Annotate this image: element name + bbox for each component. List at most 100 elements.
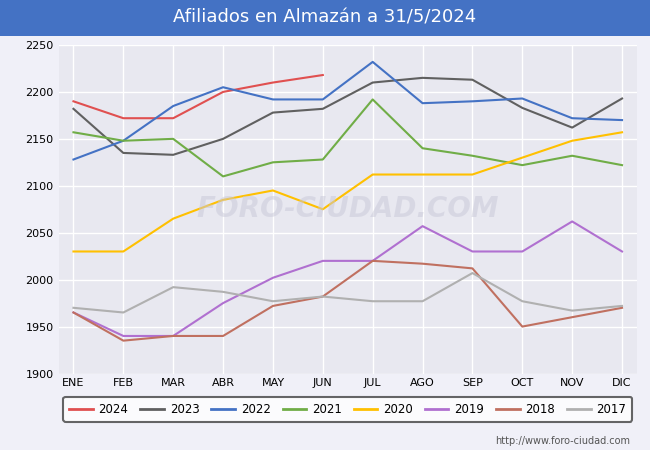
2022 [219, 85, 227, 90]
2022 [120, 138, 127, 144]
2019 [319, 258, 327, 264]
2019 [568, 219, 576, 224]
Line: 2024: 2024 [73, 75, 323, 118]
2018 [469, 266, 476, 271]
2020 [568, 138, 576, 144]
2019 [269, 275, 277, 280]
2021 [219, 174, 227, 179]
2024 [70, 99, 77, 104]
2024 [120, 116, 127, 121]
2021 [120, 138, 127, 144]
2022 [269, 97, 277, 102]
2018 [70, 310, 77, 315]
2018 [120, 338, 127, 343]
2017 [70, 305, 77, 310]
2021 [319, 157, 327, 162]
2023 [369, 80, 376, 85]
2020 [120, 249, 127, 254]
2017 [519, 298, 526, 304]
2022 [568, 116, 576, 121]
2023 [568, 125, 576, 130]
2022 [319, 97, 327, 102]
Line: 2017: 2017 [73, 273, 622, 312]
2022 [519, 96, 526, 101]
2023 [269, 110, 277, 115]
2017 [469, 270, 476, 276]
2017 [618, 303, 626, 309]
2020 [169, 216, 177, 221]
2021 [419, 145, 426, 151]
2019 [419, 224, 426, 229]
2017 [269, 298, 277, 304]
2023 [618, 96, 626, 101]
2019 [469, 249, 476, 254]
Line: 2023: 2023 [73, 78, 622, 155]
Line: 2022: 2022 [73, 62, 622, 159]
Text: FORO-CIUDAD.COM: FORO-CIUDAD.COM [196, 195, 499, 223]
2020 [519, 155, 526, 160]
2019 [169, 333, 177, 339]
2021 [519, 162, 526, 168]
2023 [70, 106, 77, 112]
2023 [169, 152, 177, 158]
2022 [169, 104, 177, 109]
2023 [120, 150, 127, 156]
2024 [319, 72, 327, 78]
2021 [568, 153, 576, 158]
2017 [169, 284, 177, 290]
2018 [618, 305, 626, 310]
Text: http://www.foro-ciudad.com: http://www.foro-ciudad.com [495, 436, 630, 446]
Line: 2020: 2020 [73, 132, 622, 252]
2020 [419, 172, 426, 177]
2022 [419, 100, 426, 106]
2017 [568, 308, 576, 313]
2020 [369, 172, 376, 177]
2020 [219, 197, 227, 202]
2018 [419, 261, 426, 266]
Text: Afiliados en Almazán a 31/5/2024: Afiliados en Almazán a 31/5/2024 [174, 9, 476, 27]
2017 [219, 289, 227, 295]
2019 [219, 301, 227, 306]
2020 [70, 249, 77, 254]
2018 [269, 303, 277, 309]
Legend: 2024, 2023, 2022, 2021, 2020, 2019, 2018, 2017: 2024, 2023, 2022, 2021, 2020, 2019, 2018… [63, 397, 632, 422]
2018 [369, 258, 376, 264]
2017 [369, 298, 376, 304]
2023 [469, 77, 476, 82]
2018 [219, 333, 227, 339]
2018 [519, 324, 526, 329]
2018 [319, 294, 327, 299]
2021 [269, 160, 277, 165]
2021 [618, 162, 626, 168]
2018 [568, 315, 576, 320]
Line: 2018: 2018 [73, 261, 622, 341]
2020 [319, 207, 327, 212]
2019 [120, 333, 127, 339]
2024 [169, 116, 177, 121]
Line: 2021: 2021 [73, 99, 622, 176]
2024 [269, 80, 277, 85]
2023 [419, 75, 426, 81]
2022 [469, 99, 476, 104]
2020 [269, 188, 277, 193]
2018 [169, 333, 177, 339]
2019 [70, 310, 77, 315]
2021 [70, 130, 77, 135]
2021 [469, 153, 476, 158]
2021 [369, 97, 376, 102]
2017 [419, 298, 426, 304]
2022 [369, 59, 376, 65]
2020 [618, 130, 626, 135]
2017 [319, 294, 327, 299]
2020 [469, 172, 476, 177]
2017 [120, 310, 127, 315]
2019 [618, 249, 626, 254]
2019 [519, 249, 526, 254]
2023 [219, 136, 227, 142]
2023 [519, 105, 526, 111]
2019 [369, 258, 376, 264]
2023 [319, 106, 327, 112]
2022 [70, 157, 77, 162]
2024 [219, 89, 227, 94]
2021 [169, 136, 177, 142]
